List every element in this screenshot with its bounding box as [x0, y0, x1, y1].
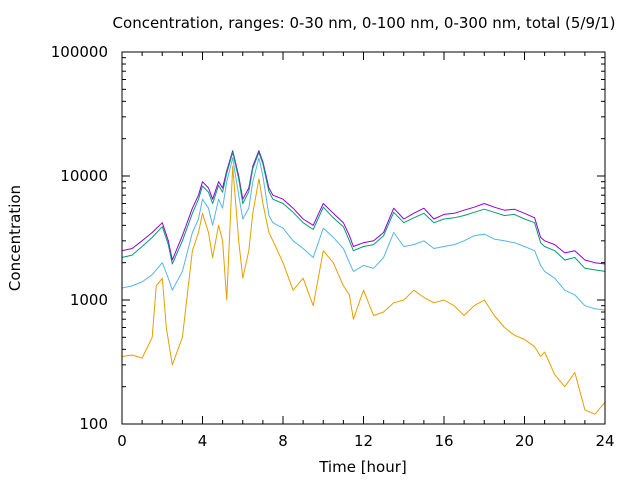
series-line-1	[121, 151, 606, 272]
x-tick-label: 20	[515, 432, 534, 450]
series-line-2	[121, 157, 606, 311]
x-axis-label: Time [hour]	[318, 458, 407, 476]
plot-frame	[121, 51, 606, 425]
x-tick-label: 4	[198, 432, 208, 450]
y-tick-label: 1000	[70, 291, 108, 309]
y-axis-label: Concentration	[6, 185, 24, 291]
series-line-0	[121, 150, 606, 265]
y-tick-label: 100	[79, 415, 108, 433]
x-tick-label: 0	[117, 432, 127, 450]
series-line-3	[121, 165, 606, 415]
chart-title: Concentration, ranges: 0-30 nm, 0-100 nm…	[113, 14, 616, 32]
x-tick-label: 24	[595, 432, 614, 450]
series-layer	[121, 150, 606, 415]
tick-layer: 0 4 8 12 16 20 24 100 1000 10000 100000	[51, 43, 615, 450]
x-tick-label: 8	[278, 432, 288, 450]
x-tick-label: 12	[354, 432, 373, 450]
y-tick-label: 10000	[60, 167, 108, 185]
x-tick-label: 16	[434, 432, 453, 450]
y-tick-label: 100000	[51, 43, 108, 61]
